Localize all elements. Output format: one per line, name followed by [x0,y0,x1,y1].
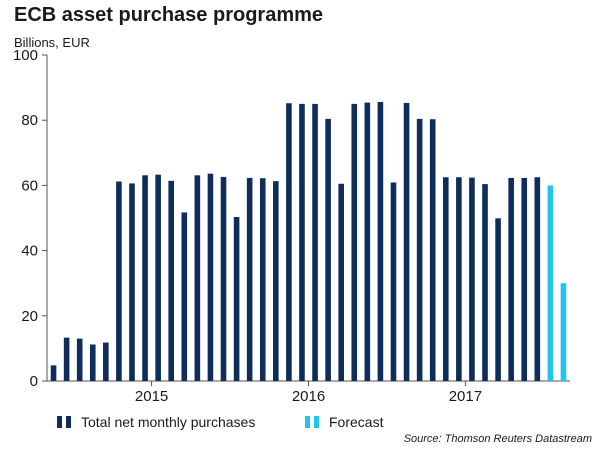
bar-total-net-purchases [508,177,514,381]
y-tick-label: 80 [21,112,38,129]
bar-total-net-purchases [194,175,201,381]
source-note: Source: Thomson Reuters Datastream [403,433,592,445]
bar-total-net-purchases [299,103,305,382]
bar-total-net-purchases [416,118,423,381]
bar-total-net-purchases [168,180,175,381]
legend-swatch-forecast [314,416,319,428]
legend-swatch-total [66,416,71,428]
legend-label-total: Total net monthly purchases [81,414,256,430]
bar-total-net-purchases [325,118,331,381]
y-tick-label: 40 [21,243,38,260]
bar-total-net-purchases [390,182,397,381]
x-tick-label: 2015 [135,388,168,405]
bar-total-net-purchases [76,338,83,381]
bar-total-net-purchases [233,217,240,381]
bar-total-net-purchases [351,103,358,382]
bar-total-net-purchases [259,178,266,381]
bar-total-net-purchases [116,181,122,381]
y-tick-label: 20 [21,308,38,325]
x-tick-label: 2017 [449,388,482,405]
bar-total-net-purchases [286,103,292,382]
bar-total-net-purchases [403,102,410,381]
bar-total-net-purchases [89,344,96,381]
y-tick-label: 60 [21,177,38,194]
legend-total: Total net monthly purchases [57,414,255,430]
bar-total-net-purchases [273,181,279,381]
legend-forecast: Forecast [305,414,383,430]
bar-total-net-purchases [482,184,488,381]
bar-total-net-purchases [338,183,344,381]
x-tick-label: 2016 [292,388,325,405]
bar-total-net-purchases [103,342,109,381]
bar-total-net-purchases [456,177,462,381]
bar-forecast [560,283,567,381]
legend-label-forecast: Forecast [329,414,384,430]
bar-total-net-purchases [50,365,57,381]
bar-forecast [547,185,554,381]
bar-total-net-purchases [246,177,253,381]
chart-title: ECB asset purchase programme [14,4,324,26]
legend-swatch-forecast [305,416,310,428]
bar-total-net-purchases [312,103,318,382]
bar-total-net-purchases [377,101,384,381]
bar-total-net-purchases [155,174,161,381]
bar-total-net-purchases [442,177,449,381]
bar-total-net-purchases [495,218,501,381]
bar-total-net-purchases [364,102,371,381]
bar-total-net-purchases [429,119,436,382]
bar-total-net-purchases [521,177,528,381]
bar-total-net-purchases [129,183,135,381]
y-tick-label: 0 [30,373,38,390]
chart-subtitle: Billions, EUR [14,35,90,50]
y-tick-label: 100 [13,47,38,64]
bar-total-net-purchases [534,177,541,381]
bar-total-net-purchases [207,173,214,381]
legend-swatch-total [57,416,62,428]
bar-total-net-purchases [142,175,148,381]
bar-total-net-purchases [63,337,70,381]
bar-total-net-purchases [181,212,188,381]
bar-total-net-purchases [220,176,227,381]
bar-total-net-purchases [469,177,475,381]
